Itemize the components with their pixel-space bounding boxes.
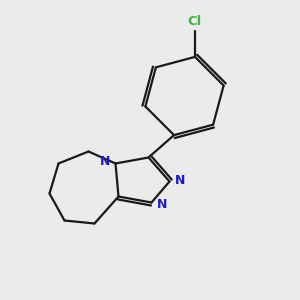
Text: N: N	[100, 154, 110, 168]
Text: N: N	[175, 173, 185, 187]
Text: Cl: Cl	[188, 15, 202, 28]
Text: N: N	[157, 197, 167, 211]
